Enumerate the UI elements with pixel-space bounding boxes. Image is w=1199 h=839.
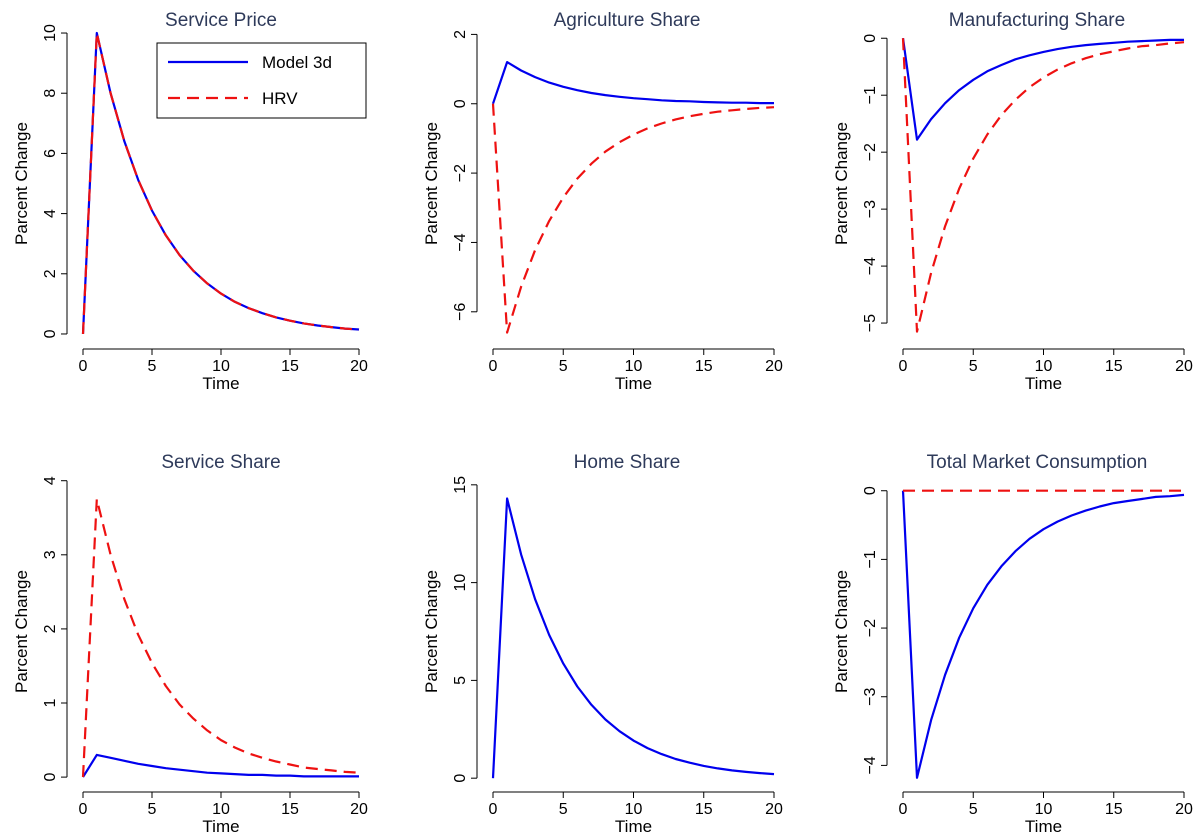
y-tick-label: 2: [452, 30, 469, 39]
x-tick-label: 15: [695, 801, 713, 818]
panel-title: Service Price: [165, 10, 277, 31]
y-tick-label: −1: [862, 86, 879, 104]
x-tick-label: 10: [212, 358, 230, 375]
panel-title: Service Share: [161, 452, 280, 473]
series-line-model-3d: [491, 60, 774, 105]
series-line-hrv: [901, 38, 1185, 333]
y-tick-label: −3: [862, 200, 879, 218]
x-axis-label: Time: [1025, 374, 1062, 393]
x-tick-label: 0: [79, 801, 88, 818]
panel-title: Manufacturing Share: [949, 10, 1125, 31]
y-tick-label: 2: [42, 624, 59, 633]
series-line-model-3d: [901, 38, 1184, 141]
y-tick-label: −4: [452, 233, 469, 251]
x-tick-label: 20: [765, 358, 783, 375]
panel-3: Manufacturing Share −5 −4 −3 −2 −1 0 0 5 10 15 20 Ti…: [832, 10, 1193, 393]
x-tick-label: 15: [1105, 358, 1123, 375]
y-tick-label: −2: [862, 143, 879, 161]
x-tick-label: 15: [1105, 801, 1123, 818]
y-tick-label: 4: [42, 209, 59, 218]
x-tick-label: 0: [899, 801, 908, 818]
x-tick-label: 10: [625, 801, 643, 818]
y-axis-label: Parcent Change: [12, 122, 31, 245]
series-line-model-3d: [491, 497, 775, 779]
x-tick-label: 5: [148, 358, 157, 375]
y-tick-label: 10: [452, 574, 469, 592]
x-tick-label: 10: [212, 801, 230, 818]
x-tick-label: 5: [559, 358, 568, 375]
x-tick-label: 20: [350, 358, 368, 375]
x-tick-label: 20: [350, 801, 368, 818]
panel-4: Service Share 0 1 2 3 4 0 5 10 15 20 Time Parcent Ch…: [12, 452, 368, 836]
y-tick-label: 8: [42, 89, 59, 98]
x-tick-label: 0: [79, 358, 88, 375]
y-axis-label: Parcent Change: [832, 570, 851, 693]
x-tick-label: 5: [969, 358, 978, 375]
legend-box: [156, 42, 367, 119]
y-axis-label: Parcent Change: [12, 570, 31, 693]
panel-6: Total Market Consumption −4 −3 −2 −1 0 0 5 10 15 2…: [832, 452, 1193, 836]
x-tick-label: 10: [625, 358, 643, 375]
x-tick-label: 10: [1035, 801, 1053, 818]
y-tick-label: 4: [42, 476, 59, 485]
legend-label: HRV: [262, 89, 298, 108]
y-tick-label: −6: [452, 303, 469, 321]
x-axis-label: Time: [202, 374, 239, 393]
y-tick-label: 15: [452, 476, 469, 494]
x-tick-label: 0: [489, 358, 498, 375]
y-tick-label: −1: [862, 550, 879, 568]
y-tick-label: −5: [862, 314, 879, 332]
x-tick-label: 20: [765, 801, 783, 818]
y-tick-label: 0: [862, 486, 879, 495]
legend: Model 3d HRV: [156, 42, 367, 119]
y-tick-label: −2: [862, 619, 879, 637]
x-tick-label: 0: [489, 801, 498, 818]
y-tick-label: 10: [42, 24, 59, 42]
y-axis-label: Parcent Change: [422, 570, 441, 693]
x-tick-label: 15: [695, 358, 713, 375]
panel-title: Home Share: [574, 452, 681, 473]
y-axis-label: Parcent Change: [832, 122, 851, 245]
y-tick-label: 1: [42, 698, 59, 707]
series-line-hrv: [81, 31, 360, 335]
y-tick-label: −3: [862, 688, 879, 706]
y-tick-label: 2: [42, 269, 59, 278]
series-line-hrv: [491, 103, 775, 334]
y-tick-label: −2: [452, 164, 469, 182]
y-tick-label: −4: [862, 756, 879, 774]
panel-title: Agriculture Share: [554, 10, 701, 31]
x-axis-label: Time: [615, 817, 652, 836]
y-tick-label: 0: [862, 34, 879, 43]
x-tick-label: 15: [281, 358, 299, 375]
y-tick-label: −4: [862, 257, 879, 275]
x-tick-label: 15: [281, 801, 299, 818]
series-line-model-3d: [82, 753, 359, 778]
x-tick-label: 20: [1175, 358, 1193, 375]
x-axis-label: Time: [202, 817, 239, 836]
y-tick-label: 0: [42, 329, 59, 338]
panel-1: Service Price 0 2 4 6 8 10 0 5 10 15 20 Time Parcent …: [12, 10, 368, 393]
x-tick-label: 0: [899, 358, 908, 375]
legend-label: Model 3d: [262, 53, 332, 72]
x-axis-label: Time: [1025, 817, 1062, 836]
y-tick-label: 5: [452, 676, 469, 685]
y-tick-label: 3: [42, 550, 59, 559]
y-tick-label: 0: [42, 773, 59, 782]
panel-5: Home Share 0 5 10 15 0 5 10 15 20 Time Parcent Chan…: [422, 452, 783, 836]
y-tick-label: 0: [452, 99, 469, 108]
x-tick-label: 5: [148, 801, 157, 818]
y-tick-label: 6: [42, 149, 59, 158]
x-tick-label: 5: [559, 801, 568, 818]
series-line-hrv: [81, 498, 360, 778]
y-axis-label: Parcent Change: [422, 122, 441, 245]
x-tick-label: 10: [1035, 358, 1053, 375]
x-axis-label: Time: [615, 374, 652, 393]
x-tick-label: 20: [1175, 801, 1193, 818]
panel-title: Total Market Consumption: [927, 452, 1148, 473]
y-tick-label: 0: [452, 774, 469, 783]
x-tick-label: 5: [969, 801, 978, 818]
series-line-model-3d: [901, 490, 1185, 779]
